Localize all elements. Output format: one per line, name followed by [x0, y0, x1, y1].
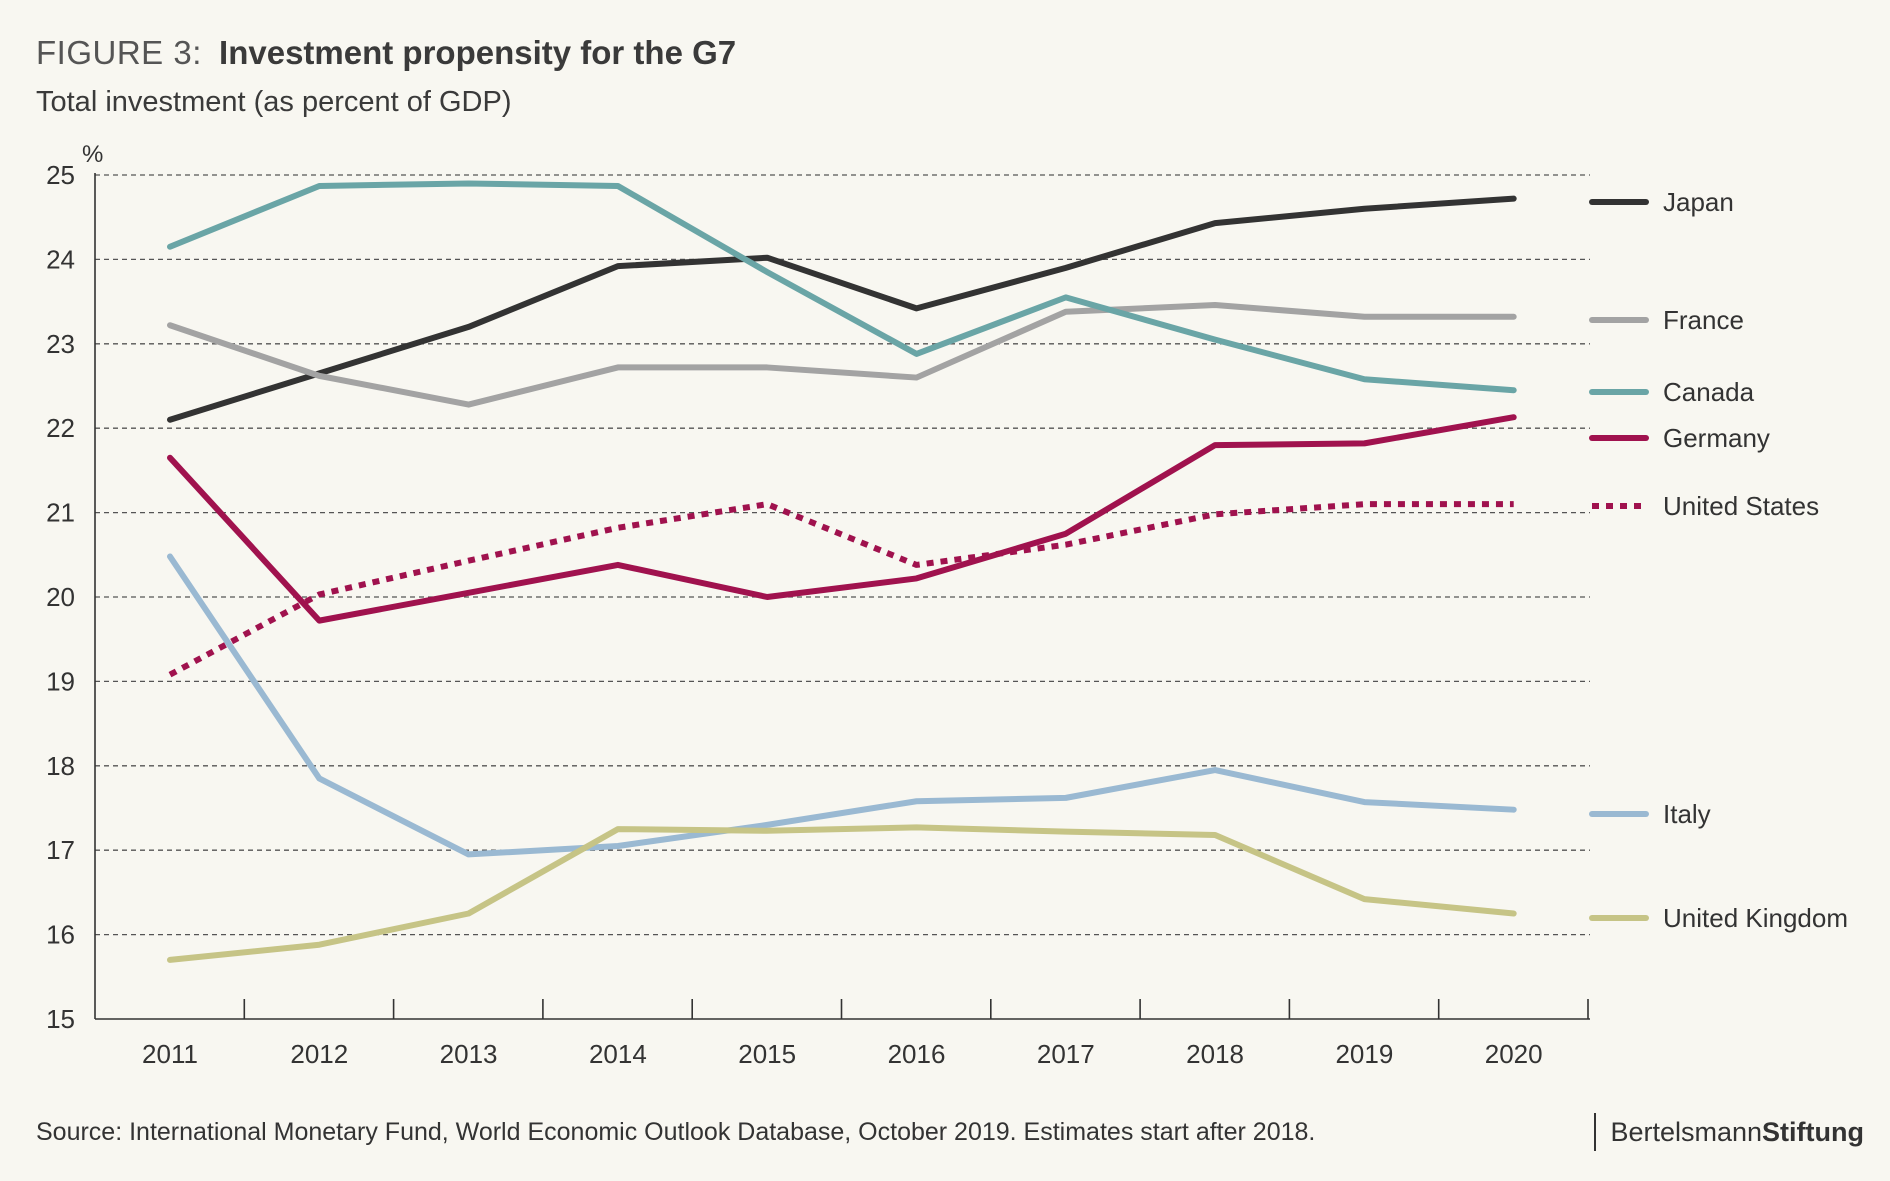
x-tick-label-2019: 2019: [1335, 1039, 1393, 1069]
brand-name: BertelsmannStiftung: [1610, 1117, 1864, 1148]
series-line-united-kingdom: [167, 824, 1517, 963]
source-note: Source: International Monetary Fund, Wor…: [36, 1118, 1316, 1146]
y-tick-label-25: 25: [46, 160, 75, 190]
legend-label-germany: Germany: [1663, 423, 1770, 453]
x-tick-label-2020: 2020: [1485, 1039, 1543, 1069]
y-tick-label-16: 16: [46, 920, 75, 950]
brand-divider: [1594, 1113, 1597, 1151]
x-tick-label-2012: 2012: [290, 1039, 348, 1069]
legend-layer: Japan France Canada Germany United States Ita…: [1589, 187, 1848, 933]
series-line-germany: [167, 414, 1517, 624]
x-tick-label-2013: 2013: [440, 1039, 498, 1069]
x-tick-label-2016: 2016: [888, 1039, 946, 1069]
title-row: FIGURE 3: Investment propensity for the …: [36, 30, 736, 76]
series-line-japan: [167, 195, 1517, 423]
y-tick-label-18: 18: [46, 751, 75, 781]
brand-name-part2: Stiftung: [1762, 1116, 1864, 1147]
line-chart: 15 16 17 18 19 20 21 22 23 24 25% 2011 2012 2013 2014 2…: [46, 141, 1848, 1069]
chart-subtitle: Total investment (as percent of GDP): [36, 86, 512, 118]
chart-header: FIGURE 3: Investment propensity for the …: [36, 30, 736, 119]
legend-label-france: France: [1663, 305, 1744, 335]
y-tick-label-20: 20: [46, 582, 75, 612]
axis-layer: 15 16 17 18 19 20 21 22 23 24 25% 2011 2012 2013 2014 2…: [46, 141, 1590, 1069]
x-tick-label-2014: 2014: [589, 1039, 647, 1069]
y-axis-unit-label: %: [82, 141, 103, 168]
x-tick-label-2011: 2011: [142, 1039, 198, 1069]
y-tick-label-21: 21: [46, 498, 75, 528]
legend-label-japan: Japan: [1663, 187, 1734, 217]
legend-label-italy: Italy: [1663, 799, 1711, 829]
y-tick-label-17: 17: [46, 835, 75, 865]
legend-label-united-kingdom: United Kingdom: [1663, 903, 1848, 933]
y-tick-label-23: 23: [46, 329, 75, 359]
series-line-united-states: [168, 501, 1514, 678]
brand-name-part1: Bertelsmann: [1610, 1116, 1763, 1147]
series-line-canada: [167, 180, 1517, 394]
x-tick-label-2018: 2018: [1186, 1039, 1244, 1069]
legend-label-canada: Canada: [1663, 377, 1755, 407]
y-tick-label-24: 24: [46, 244, 75, 274]
grid-layer: [95, 174, 1590, 936]
series-layer: [167, 180, 1517, 963]
brand-logo: BertelsmannStiftung: [1594, 1113, 1864, 1151]
y-tick-label-15: 15: [46, 1004, 75, 1034]
y-tick-label-19: 19: [46, 666, 75, 696]
y-tick-label-22: 22: [46, 413, 75, 443]
legend-label-united-states: United States: [1663, 491, 1819, 521]
series-line-france: [167, 301, 1517, 408]
x-tick-label-2015: 2015: [738, 1039, 796, 1069]
series-line-italy: [167, 553, 1517, 858]
x-tick-label-2017: 2017: [1037, 1039, 1095, 1069]
chart-title: Investment propensity for the G7: [219, 34, 737, 71]
figure-label: FIGURE 3:: [36, 34, 202, 71]
